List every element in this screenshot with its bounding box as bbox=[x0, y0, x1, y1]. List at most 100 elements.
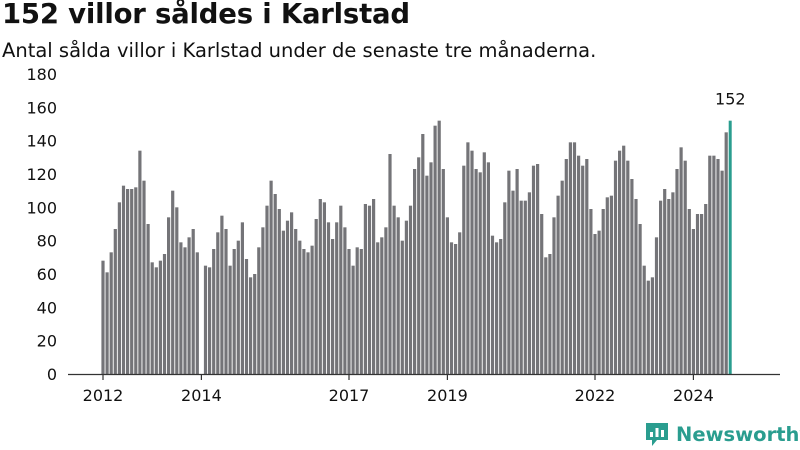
bar bbox=[326, 222, 331, 374]
bar bbox=[376, 242, 380, 374]
brand-name: Newsworthy bbox=[676, 422, 800, 446]
y-tick-label: 160 bbox=[26, 98, 57, 117]
bar bbox=[195, 252, 199, 374]
bar bbox=[220, 215, 224, 374]
bar bbox=[138, 150, 142, 374]
bar bbox=[613, 160, 618, 374]
bar bbox=[212, 249, 216, 374]
bar bbox=[568, 142, 572, 374]
bar bbox=[667, 199, 671, 374]
bar bbox=[597, 230, 601, 374]
bar bbox=[413, 169, 417, 374]
bar bbox=[244, 259, 249, 374]
bar bbox=[388, 154, 392, 374]
bar bbox=[228, 265, 232, 374]
bar bbox=[191, 229, 195, 374]
bar bbox=[240, 222, 244, 374]
bar bbox=[142, 180, 146, 374]
bar bbox=[273, 194, 277, 374]
bar bbox=[380, 237, 384, 374]
bar bbox=[290, 212, 294, 374]
bar bbox=[679, 147, 683, 374]
bar bbox=[499, 239, 503, 374]
bar bbox=[478, 172, 482, 374]
bar bbox=[232, 249, 236, 374]
bar bbox=[626, 160, 630, 374]
bar bbox=[572, 142, 577, 374]
bar bbox=[429, 162, 433, 374]
y-tick-label: 0 bbox=[47, 365, 57, 384]
y-tick-label: 40 bbox=[37, 298, 57, 317]
bar bbox=[650, 277, 654, 374]
bar bbox=[400, 240, 404, 374]
bar bbox=[203, 265, 208, 374]
highlight-bar bbox=[728, 120, 732, 374]
x-tick-label: 2014 bbox=[181, 386, 222, 405]
highlight-value-label: 152 bbox=[715, 90, 746, 109]
bar bbox=[175, 207, 179, 374]
chart-subtitle: Antal sålda villor i Karlstad under de s… bbox=[2, 39, 597, 62]
y-tick-label: 20 bbox=[37, 332, 57, 351]
bar bbox=[622, 145, 626, 374]
y-tick-label: 180 bbox=[26, 65, 57, 84]
bar bbox=[425, 175, 429, 374]
bar bbox=[339, 205, 343, 374]
bar bbox=[216, 232, 220, 374]
bar bbox=[560, 180, 564, 374]
chart-title: 152 villor såldes i Karlstad bbox=[2, 0, 410, 30]
bar bbox=[298, 240, 302, 374]
bar bbox=[384, 227, 388, 374]
bar bbox=[445, 217, 449, 374]
x-tick-label: 2012 bbox=[83, 386, 124, 405]
bar bbox=[404, 220, 408, 374]
bar bbox=[359, 249, 363, 374]
bar bbox=[527, 192, 531, 374]
bar bbox=[609, 195, 613, 374]
y-axis: 0 20 40 60 80 100 120 140 160 180 bbox=[26, 65, 57, 384]
bar bbox=[249, 277, 253, 374]
bar bbox=[269, 180, 273, 374]
bar bbox=[105, 272, 109, 374]
bar bbox=[708, 155, 712, 374]
bar bbox=[659, 200, 663, 374]
bar bbox=[433, 125, 437, 374]
bar bbox=[495, 242, 499, 374]
bar bbox=[408, 205, 413, 374]
bar bbox=[236, 240, 240, 374]
bar bbox=[519, 200, 523, 374]
bar bbox=[474, 169, 478, 374]
bar bbox=[593, 234, 597, 374]
bar bbox=[253, 274, 257, 374]
bar bbox=[162, 254, 167, 374]
bar bbox=[109, 252, 113, 374]
bar bbox=[146, 224, 150, 374]
y-tick-label: 80 bbox=[37, 232, 57, 251]
bar bbox=[695, 214, 700, 374]
bar bbox=[347, 249, 351, 374]
bar bbox=[134, 187, 138, 374]
bar bbox=[720, 170, 724, 374]
bar bbox=[277, 209, 281, 374]
bar bbox=[343, 227, 347, 374]
bar bbox=[683, 160, 687, 374]
bar bbox=[187, 237, 191, 374]
newsworthy-logo-icon bbox=[646, 423, 668, 446]
bar bbox=[531, 165, 536, 374]
bar bbox=[704, 204, 708, 374]
annotations: 152 bbox=[715, 90, 746, 109]
bar bbox=[470, 150, 474, 374]
bar bbox=[663, 189, 667, 374]
bar bbox=[224, 229, 228, 374]
bar bbox=[417, 157, 421, 374]
bar bbox=[154, 267, 158, 374]
bar bbox=[363, 204, 367, 374]
y-tick-label: 140 bbox=[26, 132, 57, 151]
bar bbox=[421, 134, 425, 374]
bar bbox=[503, 202, 507, 374]
bar bbox=[392, 205, 396, 374]
bar bbox=[372, 199, 376, 374]
bar bbox=[687, 209, 691, 374]
y-tick-label: 100 bbox=[26, 198, 57, 217]
y-tick-label: 120 bbox=[26, 165, 57, 184]
